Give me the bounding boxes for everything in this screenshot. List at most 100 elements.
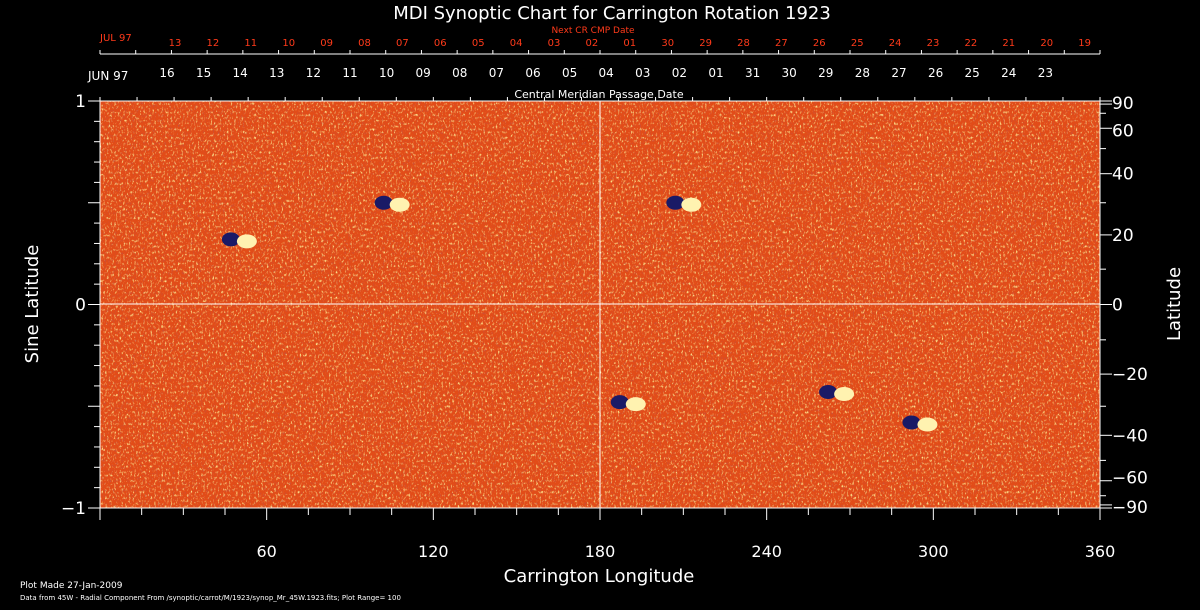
cmp-day-label: 28 bbox=[855, 66, 870, 80]
cmp-day-label: 03 bbox=[635, 66, 650, 80]
y-right-tick-label: 40 bbox=[1112, 165, 1134, 185]
magnetogram-map bbox=[99, 100, 1101, 509]
active-region bbox=[221, 232, 257, 249]
active-region bbox=[610, 395, 646, 412]
next-cr-day-label: 21 bbox=[1002, 38, 1015, 49]
negative-polarity-patch bbox=[374, 195, 393, 210]
cmp-month-label: JUN 97 bbox=[87, 69, 128, 83]
positive-polarity-patch bbox=[625, 397, 646, 412]
next-cr-day-label: 04 bbox=[510, 38, 523, 49]
negative-polarity-patch bbox=[819, 385, 838, 400]
x-tick-label: 240 bbox=[751, 542, 782, 561]
cmp-day-label: 25 bbox=[965, 66, 980, 80]
positive-polarity-patch bbox=[389, 197, 410, 212]
cmp-day-label: 04 bbox=[599, 66, 614, 80]
y-left-tick-label: 1 bbox=[75, 92, 86, 112]
active-region bbox=[666, 195, 702, 212]
x-tick-label: 360 bbox=[1085, 542, 1116, 561]
next-cr-day-label: 13 bbox=[169, 38, 182, 49]
next-cr-day-label: 03 bbox=[548, 38, 561, 49]
x-tick-label: 60 bbox=[256, 542, 276, 561]
cmp-day-label: 07 bbox=[489, 66, 504, 80]
cmp-day-label: 10 bbox=[379, 66, 394, 80]
next-cr-day-label: 07 bbox=[396, 38, 409, 49]
y-axis-left: 1 0 −1 bbox=[61, 92, 100, 519]
y-axis-right-label: Latitude bbox=[1164, 267, 1185, 341]
y-right-tick-label: 20 bbox=[1112, 226, 1134, 246]
negative-polarity-patch bbox=[666, 195, 685, 210]
cmp-day-label: 14 bbox=[233, 66, 248, 80]
y-left-tick-label: 0 bbox=[75, 296, 86, 316]
next-cr-day-label: 27 bbox=[775, 38, 788, 49]
cmp-day-label: 13 bbox=[269, 66, 284, 80]
y-right-tick-label: −90 bbox=[1112, 498, 1148, 518]
cmp-day-label: 06 bbox=[525, 66, 540, 80]
next-cr-day-label: 29 bbox=[699, 38, 712, 49]
y-left-tick-label: −1 bbox=[61, 499, 86, 519]
y-right-tick-label: −40 bbox=[1112, 426, 1148, 446]
next-cr-day-label: 12 bbox=[207, 38, 220, 49]
next-cr-day-label: 01 bbox=[623, 38, 636, 49]
next-cr-day-label: 23 bbox=[927, 38, 940, 49]
x-tick-label: 120 bbox=[418, 542, 449, 561]
chart-title: MDI Synoptic Chart for Carrington Rotati… bbox=[393, 3, 831, 24]
x-axis: 60 120 180 240 300 360 bbox=[99, 508, 1116, 561]
active-region bbox=[819, 385, 855, 402]
y-right-tick-label: 0 bbox=[1112, 296, 1123, 316]
next-cr-day-label: 05 bbox=[472, 38, 485, 49]
positive-polarity-patch bbox=[681, 197, 702, 212]
cmp-day-label: 05 bbox=[562, 66, 577, 80]
cmp-day-label: 31 bbox=[745, 66, 760, 80]
cmp-day-label: 23 bbox=[1038, 66, 1053, 80]
cmp-day-label: 16 bbox=[159, 66, 174, 80]
next-cr-day-label: 20 bbox=[1040, 38, 1053, 49]
positive-polarity-patch bbox=[834, 387, 855, 402]
y-right-tick-label: −60 bbox=[1112, 469, 1148, 489]
y-axis-right: 90 60 40 20 0 −20 −40 −60 −90 bbox=[1100, 94, 1148, 518]
cmp-day-label: 27 bbox=[891, 66, 906, 80]
active-region bbox=[902, 415, 938, 432]
positive-polarity-patch bbox=[236, 234, 257, 249]
next-cr-day-label: 08 bbox=[358, 38, 371, 49]
next-cr-day-label: 09 bbox=[320, 38, 333, 49]
x-axis-label: Carrington Longitude bbox=[504, 566, 695, 587]
cmp-title: Central Meridian Passage Date bbox=[514, 88, 683, 101]
top-axis-upper: Next CR CMP Date JUL 97 13 12 11 10 09 08 07 06… bbox=[99, 26, 1101, 55]
cmp-day-label: 09 bbox=[416, 66, 431, 80]
next-cr-day-label: 02 bbox=[586, 38, 599, 49]
next-cr-day-label: 22 bbox=[965, 38, 978, 49]
cmp-day-label: 15 bbox=[196, 66, 211, 80]
next-cr-day-label: 30 bbox=[661, 38, 674, 49]
negative-polarity-patch bbox=[221, 232, 240, 247]
cmp-day-label: 02 bbox=[672, 66, 687, 80]
next-cr-day-label: 28 bbox=[737, 38, 750, 49]
cmp-day-label: 30 bbox=[782, 66, 797, 80]
next-cr-day-label: 06 bbox=[434, 38, 447, 49]
next-cr-day-label: 19 bbox=[1078, 38, 1091, 49]
top-axis-lower: JUN 97 16 15 14 13 12 11 10 09 08 07 06 05 04 03 02 01 3… bbox=[87, 66, 1101, 101]
y-right-tick-label: 90 bbox=[1112, 94, 1134, 114]
cmp-day-label: 29 bbox=[818, 66, 833, 80]
negative-polarity-patch bbox=[610, 395, 629, 410]
y-axis-left-label: Sine Latitude bbox=[22, 245, 43, 364]
y-right-tick-label: −20 bbox=[1112, 365, 1148, 385]
plot-made-note: Plot Made 27-Jan-2009 bbox=[20, 581, 123, 591]
data-source-note: Data from 45W - Radial Component From /s… bbox=[20, 594, 401, 602]
cmp-day-label: 26 bbox=[928, 66, 943, 80]
positive-polarity-patch bbox=[917, 417, 938, 432]
next-cr-day-label: 24 bbox=[889, 38, 902, 49]
x-tick-label: 180 bbox=[585, 542, 616, 561]
next-cr-day-label: 26 bbox=[813, 38, 826, 49]
next-cr-title: Next CR CMP Date bbox=[551, 26, 635, 36]
next-cr-day-label: 25 bbox=[851, 38, 864, 49]
cmp-day-label: 11 bbox=[342, 66, 357, 80]
cmp-day-label: 08 bbox=[452, 66, 467, 80]
cmp-day-label: 01 bbox=[708, 66, 723, 80]
cmp-day-label: 12 bbox=[306, 66, 321, 80]
active-region bbox=[374, 195, 410, 212]
cmp-day-label: 24 bbox=[1001, 66, 1016, 80]
next-cr-day-label: 10 bbox=[282, 38, 295, 49]
negative-polarity-patch bbox=[902, 415, 921, 430]
next-cr-day-label: 11 bbox=[244, 38, 257, 49]
